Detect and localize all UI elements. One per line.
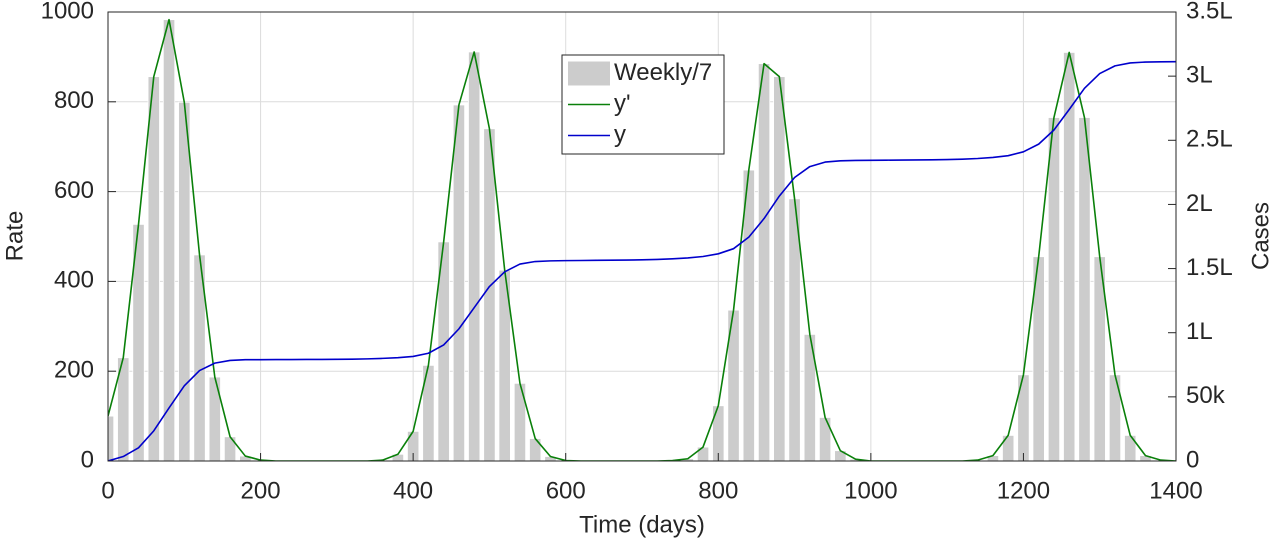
marks bbox=[108, 18, 1176, 461]
y2-tick-label: 50k bbox=[1186, 382, 1226, 409]
bar bbox=[223, 436, 237, 461]
y2-axis-label: Cases bbox=[1247, 202, 1274, 270]
y-tick-label: 600 bbox=[54, 177, 94, 204]
y-tick-label: 1000 bbox=[41, 0, 94, 24]
bar bbox=[483, 128, 496, 461]
bar bbox=[712, 405, 725, 461]
x-tick-label: 600 bbox=[546, 477, 586, 504]
y-tick-label: 200 bbox=[54, 357, 94, 384]
bar bbox=[468, 51, 481, 461]
x-tick-label: 800 bbox=[698, 477, 738, 504]
y-tick-label: 0 bbox=[81, 446, 94, 473]
y2-tick-label: 1.5L bbox=[1186, 254, 1233, 281]
bar bbox=[452, 104, 466, 461]
bar bbox=[178, 101, 191, 461]
bar bbox=[818, 417, 832, 461]
y2-tick-label: 1L bbox=[1186, 318, 1213, 345]
y-tick-label: 800 bbox=[54, 87, 94, 114]
bar bbox=[529, 438, 542, 461]
legend-label: Weekly/7 bbox=[614, 59, 712, 86]
y2-tick-label: 3.5L bbox=[1186, 0, 1233, 24]
bar bbox=[757, 63, 771, 461]
bar bbox=[1047, 117, 1061, 461]
bar bbox=[1124, 435, 1137, 461]
x-tick-label: 200 bbox=[241, 477, 281, 504]
line bbox=[108, 60, 1176, 461]
bar bbox=[1002, 435, 1015, 461]
y-axis-label: Rate bbox=[1, 211, 28, 262]
axes-frame bbox=[107, 11, 1177, 462]
x-tick-label: 1200 bbox=[997, 477, 1050, 504]
y2-tick-label: 2L bbox=[1186, 190, 1213, 217]
labels: 0 200 400 600 800 1000 1200 1400 0 200 400 600 800 10… bbox=[41, 0, 1233, 504]
x-tick-label: 1000 bbox=[844, 477, 897, 504]
legend-swatch bbox=[568, 61, 610, 86]
y2-tick-label: 3L bbox=[1186, 61, 1213, 88]
x-tick-label: 400 bbox=[393, 477, 433, 504]
bar bbox=[773, 76, 786, 461]
y-tick-label: 400 bbox=[54, 267, 94, 294]
bar bbox=[147, 76, 160, 461]
line bbox=[108, 18, 1176, 461]
legend-label: y' bbox=[614, 90, 631, 117]
x-axis-label: Time (days) bbox=[579, 511, 705, 538]
x-tick-label: 1400 bbox=[1149, 477, 1202, 504]
x-tick-label: 0 bbox=[101, 477, 114, 504]
y2-tick-label: 0 bbox=[1186, 446, 1199, 473]
legend: Weekly/7 y' y bbox=[561, 54, 725, 155]
bar bbox=[1078, 117, 1091, 461]
y2-tick-label: 2.5L bbox=[1186, 126, 1233, 153]
bar bbox=[162, 19, 176, 461]
legend-label: y bbox=[614, 121, 626, 148]
